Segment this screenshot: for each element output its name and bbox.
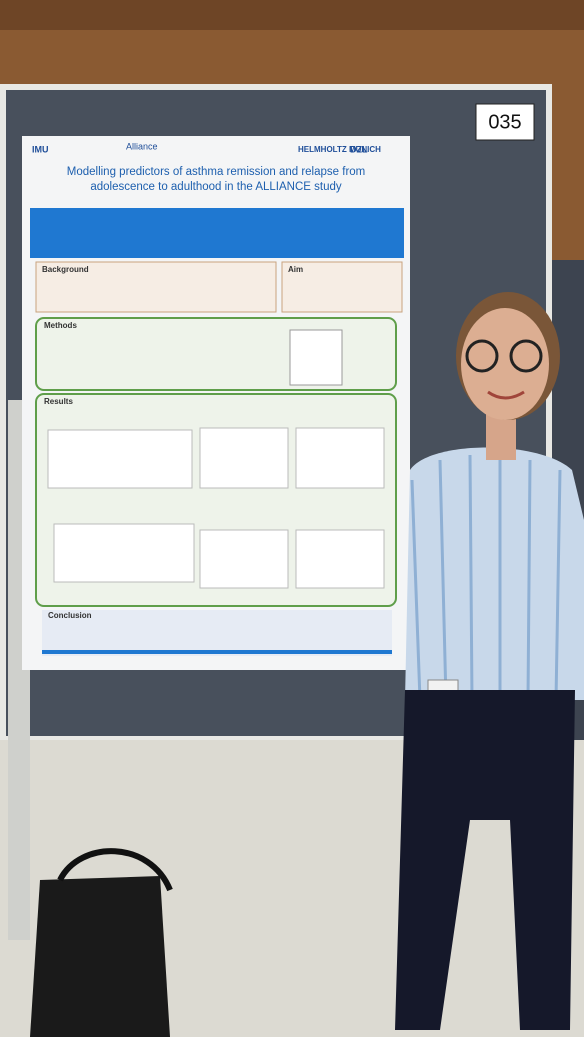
logo: DZL (350, 144, 368, 154)
section-heading: Methods (44, 321, 77, 330)
logo: Alliance (126, 141, 158, 151)
face (461, 308, 549, 420)
section-heading: Conclusion (48, 611, 92, 620)
authors-band (30, 208, 404, 258)
trousers (395, 690, 575, 1030)
smile (487, 390, 525, 400)
shirt-stripes (410, 454, 562, 701)
logo: HELMHOLTZ MUNICH (298, 145, 381, 154)
shirt (405, 447, 584, 700)
figure (199, 529, 289, 589)
figure (289, 329, 343, 386)
aim-box (281, 261, 403, 313)
conclusion-box (42, 610, 392, 656)
logo: IMU (32, 144, 49, 154)
bag-handle (57, 848, 173, 892)
poster-title: adolescence to adulthood in the ALLIANCE… (90, 181, 342, 193)
section-heading: Background (42, 265, 89, 274)
figure (53, 523, 195, 583)
figure (295, 529, 385, 589)
figure (295, 427, 385, 489)
glasses (465, 339, 499, 373)
glasses (509, 339, 543, 373)
number-tag (475, 103, 535, 141)
poster-number: 035 (488, 111, 521, 133)
figure (199, 427, 289, 489)
section-heading: Results (44, 397, 73, 406)
figure (47, 429, 193, 489)
wall-strip (0, 0, 584, 30)
background-box (35, 261, 277, 313)
poster-title: Modelling predictors of asthma remission… (67, 166, 366, 178)
footer-band (42, 650, 392, 654)
section-heading: Aim (288, 265, 303, 274)
bag (30, 876, 170, 1037)
